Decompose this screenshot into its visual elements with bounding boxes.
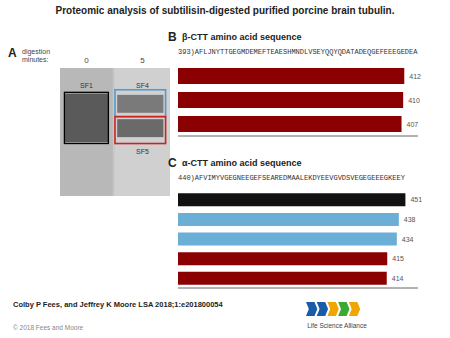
html-text:minutes:: minutes: — [22, 56, 49, 63]
html-text:A: A — [8, 46, 17, 60]
html-text:C: C — [168, 156, 177, 170]
html-text:B: B — [168, 30, 177, 44]
svg-text:415: 415 — [392, 255, 404, 262]
svg-text:SF4: SF4 — [136, 82, 149, 89]
svg-text:412: 412 — [409, 73, 421, 80]
svg-text:434: 434 — [402, 236, 414, 243]
svg-text:451: 451 — [410, 196, 422, 203]
html-text:digestion: digestion — [22, 48, 50, 55]
svg-text:SF5: SF5 — [136, 148, 149, 155]
svg-text:407: 407 — [407, 121, 419, 128]
html-text:© 2018 Fees and Moore: © 2018 Fees and Moore — [13, 324, 84, 331]
html-text:Life Science Alliance: Life Science Alliance — [307, 322, 367, 329]
html-text:440)AFVIMYVGEGNEEGEFSEAREDMAAL: 440)AFVIMYVGEGNEEGEFSEAREDMAALEKDYEEVGVD… — [178, 174, 405, 182]
svg-text:410: 410 — [408, 97, 420, 104]
html-text:α-CTT amino acid sequence: α-CTT amino acid sequence — [182, 158, 302, 168]
svg-text:414: 414 — [392, 275, 404, 282]
html-text:Proteomic analysis of subtilis: Proteomic analysis of subtilisin-digeste… — [55, 5, 395, 16]
html-text:Colby P Fees, and Jeffrey K Mo: Colby P Fees, and Jeffrey K Moore LSA 20… — [13, 300, 223, 309]
html-text:0: 0 — [84, 56, 89, 65]
html-text:5: 5 — [140, 56, 145, 65]
svg-text:SF1: SF1 — [80, 82, 93, 89]
html-text:393)AFLJNYTTGEGMDEMEFTEAESHMND: 393)AFLJNYTTGEGMDEMEFTEAESHMNDLVSEYQQYQD… — [178, 48, 418, 56]
svg-text:438: 438 — [404, 216, 416, 223]
html-text:β-CTT amino acid sequence: β-CTT amino acid sequence — [182, 32, 302, 42]
